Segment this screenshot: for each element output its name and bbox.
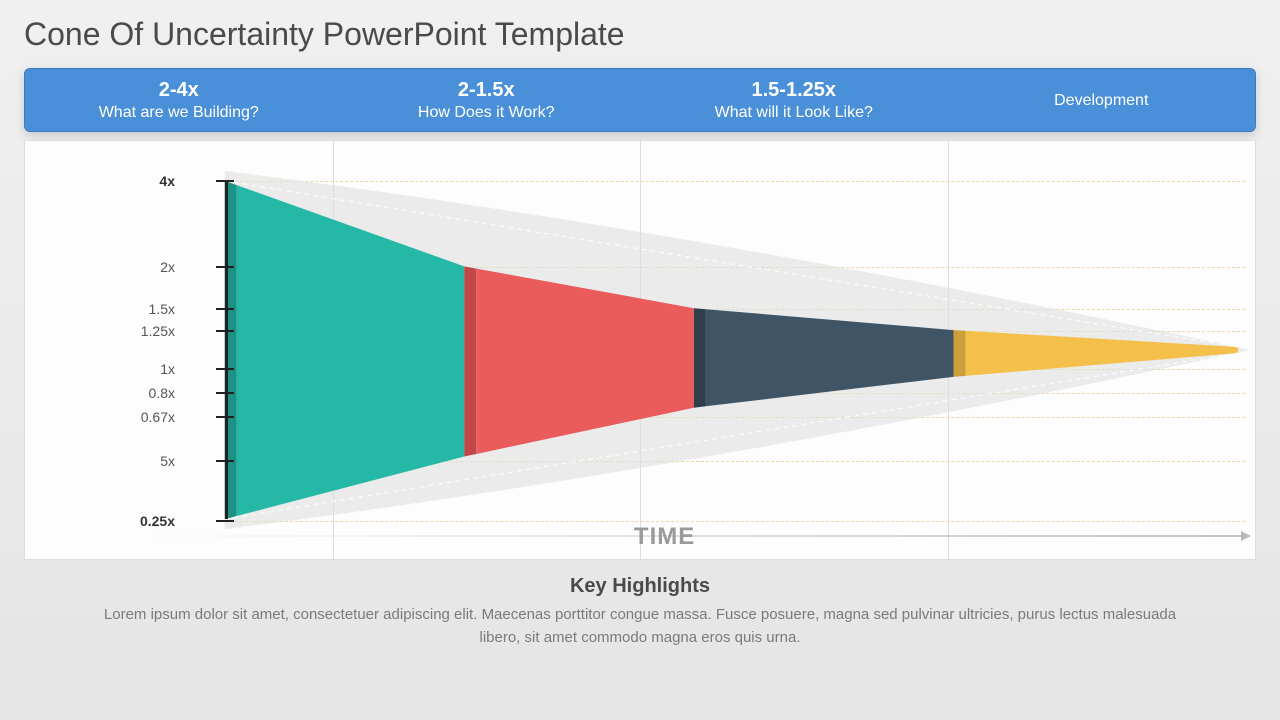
slide-title: Cone Of Uncertainty PowerPoint Template (24, 16, 625, 53)
y-tick-label: 1.25x (115, 323, 175, 339)
phase-col-2: 1.5-1.25x What will it Look Like? (640, 69, 948, 131)
footer: Key Highlights Lorem ipsum dolor sit ame… (24, 575, 1256, 649)
phase-bar: 2-4x What are we Building? 2-1.5x How Do… (24, 68, 1256, 132)
y-tick-label: 1x (115, 361, 175, 377)
y-tick-label: 2x (115, 259, 175, 275)
phase-col-1: 2-1.5x How Does it Work? (333, 69, 641, 131)
phase-label: How Does it Work? (418, 104, 555, 122)
footer-title: Key Highlights (24, 575, 1256, 598)
y-axis (225, 181, 228, 519)
phase-label: What will it Look Like? (715, 104, 873, 122)
phase-col-0: 2-4x What are we Building? (25, 69, 333, 131)
phase-mult: 2-1.5x (458, 79, 515, 102)
y-tick-label: 0.25x (115, 513, 175, 529)
y-tick-label: 0.8x (115, 385, 175, 401)
y-tick-mark (216, 266, 234, 268)
time-label: TIME (634, 523, 695, 551)
y-tick-mark (216, 330, 234, 332)
y-tick-mark (216, 392, 234, 394)
y-tick-mark (216, 416, 234, 418)
phase-mult: 2-4x (159, 79, 199, 102)
y-tick-label: 4x (115, 173, 175, 189)
y-tick-mark (216, 180, 234, 182)
y-tick-label: 5x (115, 453, 175, 469)
phase-col-3: Development (948, 69, 1256, 131)
slide: Cone Of Uncertainty PowerPoint Template … (0, 0, 1280, 720)
y-tick-mark (216, 368, 234, 370)
phase-mult: 1.5-1.25x (751, 79, 836, 102)
y-tick-mark (216, 460, 234, 462)
y-tick-mark (216, 520, 234, 522)
footer-body: Lorem ipsum dolor sit amet, consectetuer… (100, 604, 1180, 649)
phase-label: What are we Building? (99, 104, 259, 122)
y-tick-label: 1.5x (115, 301, 175, 317)
y-tick-mark (216, 308, 234, 310)
y-tick-label: 0.67x (115, 409, 175, 425)
cone-svg (25, 141, 1255, 559)
phase-label: Development (1054, 92, 1148, 110)
chart-area: TIME 4x 2x 1.5x 1.25x 1x 0.8x 0.67x 5x 0.25x (24, 140, 1256, 560)
